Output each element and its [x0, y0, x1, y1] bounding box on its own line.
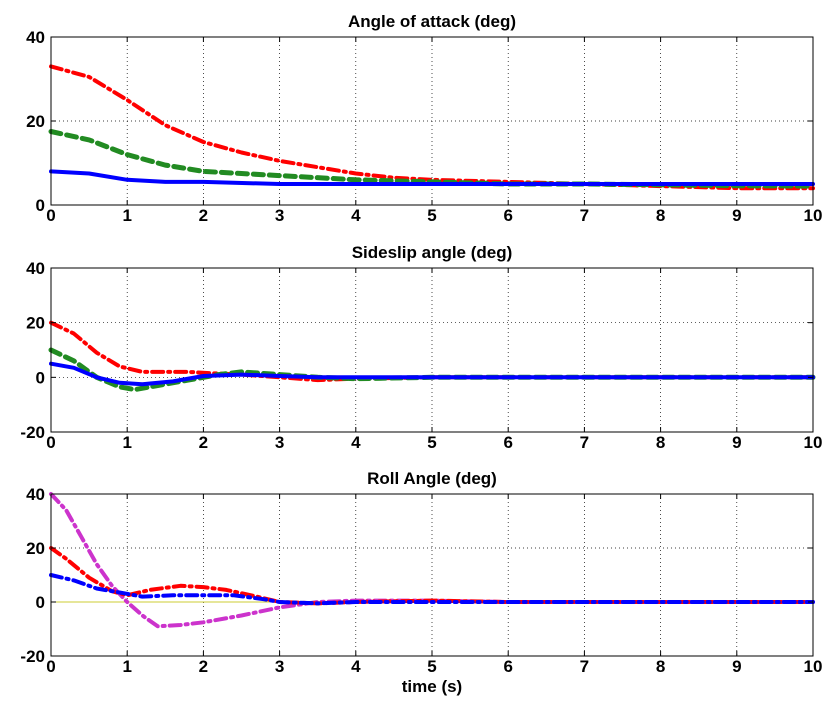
x-tick-label: 2 — [199, 206, 208, 225]
y-tick-label: 20 — [26, 112, 45, 131]
x-tick-label: 6 — [503, 433, 512, 452]
y-tick-label: -20 — [20, 647, 45, 666]
x-tick-label: 7 — [580, 657, 589, 676]
x-tick-label: 0 — [46, 206, 55, 225]
series-line-1 — [49, 320, 815, 383]
subplot-title: Sideslip angle (deg) — [352, 243, 513, 262]
x-tick-label: 1 — [122, 657, 131, 676]
x-tick-label: 9 — [732, 206, 741, 225]
y-tick-label: 0 — [36, 593, 45, 612]
x-tick-label: 8 — [656, 657, 665, 676]
series-line-3 — [49, 169, 815, 186]
series-line-4 — [49, 573, 815, 606]
y-tick-label: 20 — [26, 314, 45, 333]
x-tick-label: 1 — [122, 433, 131, 452]
x-tick-label: 6 — [503, 206, 512, 225]
y-tick-label: 0 — [36, 368, 45, 387]
subplot-title: Roll Angle (deg) — [367, 469, 497, 488]
x-tick-label: 2 — [199, 433, 208, 452]
x-tick-label: 3 — [275, 657, 284, 676]
x-tick-label: 3 — [275, 433, 284, 452]
x-tick-label: 0 — [46, 657, 55, 676]
x-tick-label: 10 — [804, 657, 823, 676]
x-tick-label: 5 — [427, 433, 436, 452]
x-tick-label: 4 — [351, 206, 361, 225]
x-tick-label: 2 — [199, 657, 208, 676]
x-tick-label: 1 — [122, 206, 131, 225]
x-tick-label: 4 — [351, 657, 361, 676]
y-tick-label: 20 — [26, 539, 45, 558]
x-tick-label: 8 — [656, 433, 665, 452]
x-tick-label: 0 — [46, 433, 55, 452]
x-tick-label: 9 — [732, 433, 741, 452]
subplot-title: Angle of attack (deg) — [348, 12, 516, 31]
x-tick-label: 5 — [427, 657, 436, 676]
x-tick-label: 9 — [732, 657, 741, 676]
x-tick-label: 4 — [351, 433, 361, 452]
y-tick-label: 40 — [26, 485, 45, 504]
x-tick-label: 8 — [656, 206, 665, 225]
y-tick-label: 40 — [26, 259, 45, 278]
series-line-3 — [49, 361, 815, 387]
y-tick-label: 0 — [36, 196, 45, 215]
x-axis-label: time (s) — [402, 677, 462, 696]
x-tick-label: 10 — [804, 206, 823, 225]
y-tick-label: -20 — [20, 423, 45, 442]
x-tick-label: 7 — [580, 206, 589, 225]
x-tick-label: 5 — [427, 206, 436, 225]
x-tick-label: 10 — [804, 433, 823, 452]
y-tick-label: 40 — [26, 28, 45, 47]
x-tick-label: 6 — [503, 657, 512, 676]
x-tick-label: 7 — [580, 433, 589, 452]
subplot-1: 0 1 2 3 4 5 6 7 8 9 10 0 20 40 Angle of attack (deg) — [26, 12, 822, 225]
x-tick-label: 3 — [275, 206, 284, 225]
